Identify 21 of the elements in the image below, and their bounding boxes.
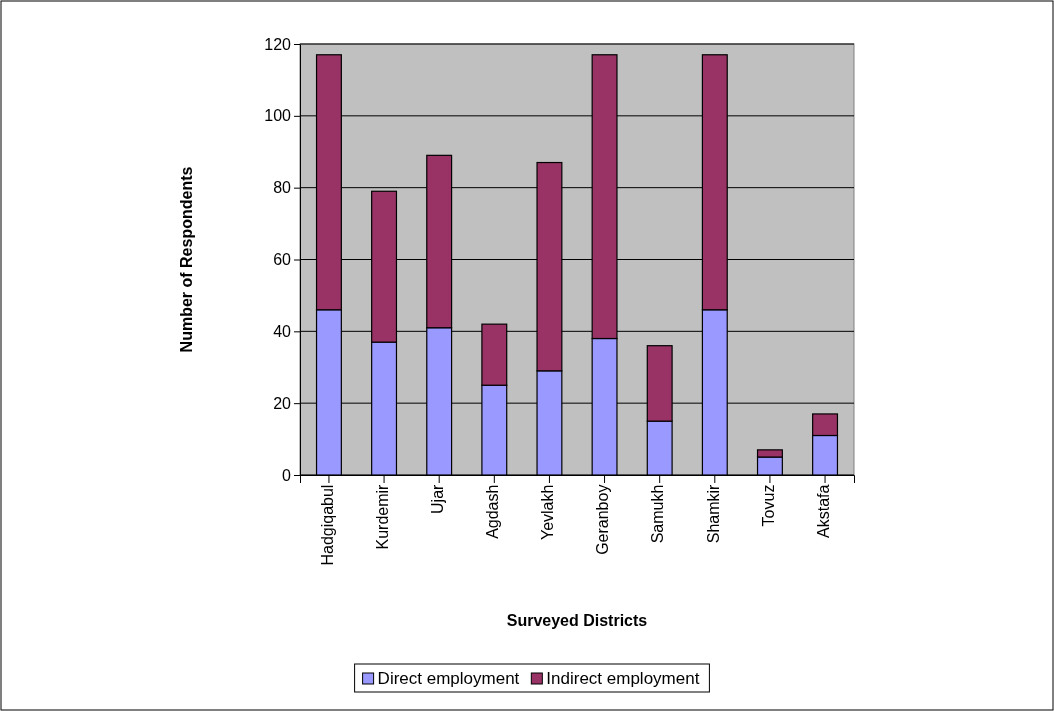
- x-tick-label: Hadgiqabul: [318, 484, 336, 566]
- legend-label: Direct employment: [377, 669, 520, 688]
- x-axis-title: Surveyed Districts: [506, 612, 648, 629]
- y-tick-label: 60: [273, 251, 292, 269]
- y-tick-label: 100: [264, 107, 292, 125]
- legend-label: Indirect employment: [546, 669, 700, 688]
- y-tick-label: 120: [264, 35, 292, 53]
- y-tick-label: 20: [273, 394, 292, 412]
- x-tick-label: Yevlakh: [539, 484, 557, 541]
- y-axis-title: Number of Respondents: [178, 166, 195, 353]
- y-tick-label: 40: [273, 322, 292, 340]
- y-tick-label: 0: [282, 466, 292, 484]
- x-tick-label: Agdash: [484, 484, 502, 539]
- x-tick-label: Akstafa: [814, 484, 832, 538]
- x-tick-label: Geranboy: [594, 484, 612, 555]
- x-tick-label: Tovuz: [759, 484, 777, 527]
- y-tick-label: 80: [273, 179, 292, 197]
- x-tick-label: Samukh: [649, 484, 667, 544]
- x-tick-label: Shamkir: [704, 483, 722, 544]
- x-tick-label: Kurdemir: [373, 483, 391, 550]
- x-tick-label: Ujar: [428, 483, 446, 514]
